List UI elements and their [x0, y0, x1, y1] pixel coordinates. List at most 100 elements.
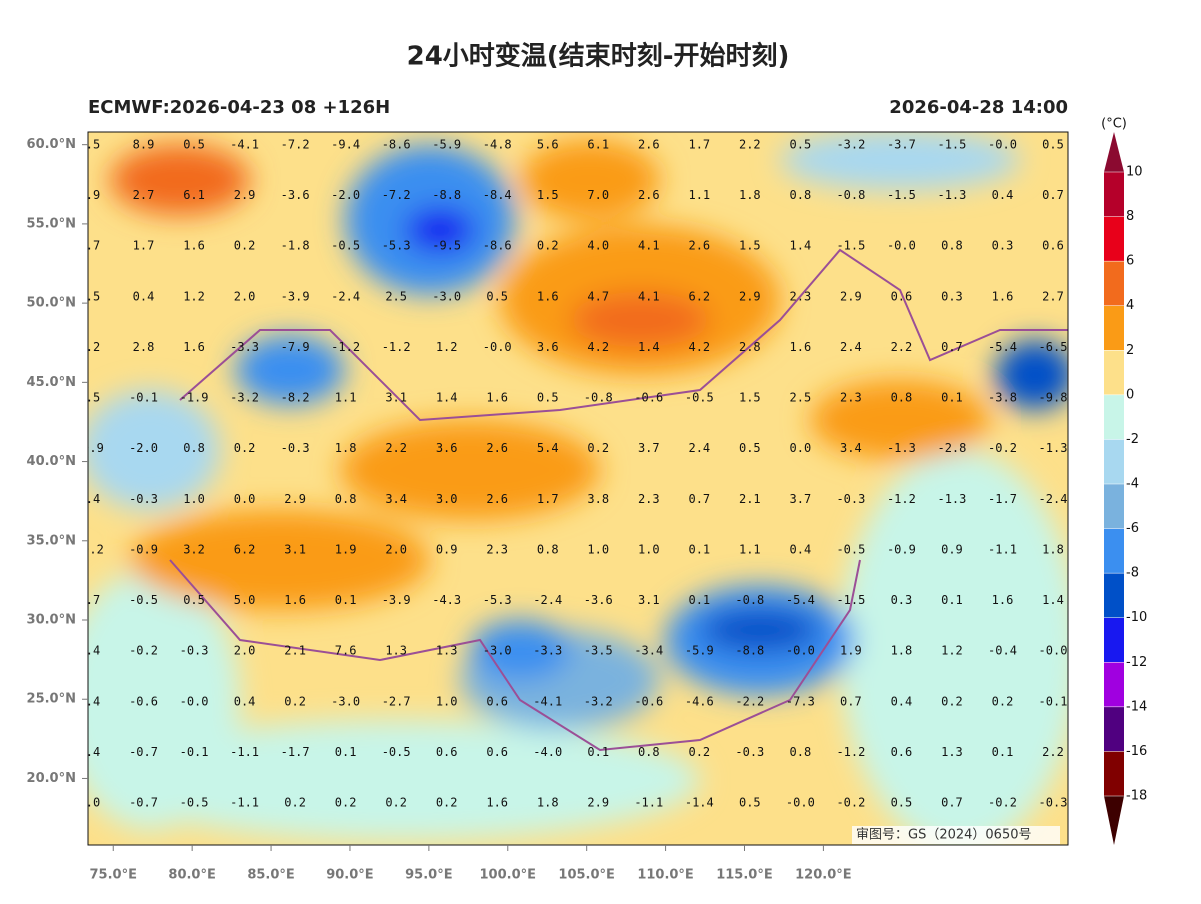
grid-value: 2.9 — [840, 289, 862, 303]
grid-value: -0.5 — [382, 745, 411, 759]
grid-value: 1.0 — [436, 694, 458, 708]
grid-value: 1.9 — [335, 542, 357, 556]
grid-value: 0.8 — [183, 441, 205, 455]
grid-values: .5 8.9 0.5 -4.1 -7.2 -9.4 -8.6 -5.9 -4.8 5.6 6.1 2.… — [86, 138, 1068, 810]
grid-value: 0.2 — [234, 239, 256, 253]
grid-value: 5.0 — [234, 593, 256, 607]
temperature-field — [88, 132, 1068, 845]
grid-value: -0.0 — [786, 796, 815, 810]
valid-time: 2026-04-28 14:00 — [889, 97, 1068, 118]
grid-value: 2.4 — [688, 441, 710, 455]
grid-value: 2.6 — [688, 239, 710, 253]
grid-value: 2.2 — [385, 441, 407, 455]
grid-value: 1.6 — [284, 593, 306, 607]
grid-value: 2.1 — [284, 644, 306, 658]
grid-value: -0.5 — [129, 593, 158, 607]
grid-value: 0.5 — [739, 441, 761, 455]
grid-value: -0.6 — [634, 391, 663, 405]
grid-value: -3.2 — [230, 391, 259, 405]
title: 24小时变温(结束时刻-开始时刻) — [407, 41, 790, 72]
grid-value: 1.1 — [335, 391, 357, 405]
grid-value: 0.1 — [992, 745, 1014, 759]
grid-value: -1.2 — [836, 745, 865, 759]
grid-value: 0.8 — [790, 745, 812, 759]
grid-value: -4.0 — [533, 745, 562, 759]
grid-value: .7 — [86, 239, 100, 253]
grid-value: 1.4 — [436, 391, 458, 405]
grid-value: 0.1 — [688, 542, 710, 556]
grid-value: 4.1 — [638, 239, 660, 253]
grid-value: 0.2 — [992, 694, 1014, 708]
grid-value: 2.8 — [133, 340, 155, 354]
grid-value: -1.2 — [331, 340, 360, 354]
grid-value: -0.5 — [331, 239, 360, 253]
colorbar-segment — [1104, 350, 1124, 395]
grid-value: -1.3 — [937, 188, 966, 202]
grid-value: 0.6 — [1042, 239, 1064, 253]
grid-value: -3.2 — [836, 138, 865, 152]
grid-value: 2.8 — [739, 340, 761, 354]
grid-value: -1.8 — [281, 239, 310, 253]
grid-value: -0.8 — [735, 593, 764, 607]
grid-value: 2.3 — [840, 391, 862, 405]
grid-value: 2.6 — [638, 138, 660, 152]
grid-value: -0.4 — [988, 644, 1017, 658]
grid-value: 1.2 — [941, 644, 963, 658]
y-tick-label: 40.0°N — [27, 454, 76, 469]
colorbar-segment — [1104, 617, 1124, 663]
grid-value: -3.2 — [584, 694, 613, 708]
grid-value: 0.4 — [234, 694, 256, 708]
grid-value: -0.5 — [180, 796, 209, 810]
grid-value: 0.6 — [486, 745, 508, 759]
grid-value: 2.0 — [385, 542, 407, 556]
colorbar-segment — [1104, 573, 1124, 618]
grid-value: 0.4 — [790, 542, 812, 556]
grid-value: -5.9 — [432, 138, 461, 152]
grid-value: .7 — [86, 593, 100, 607]
grid-value: .4 — [86, 745, 100, 759]
grid-value: 0.0 — [790, 441, 812, 455]
grid-value: 2.3 — [486, 542, 508, 556]
grid-value: -5.4 — [786, 593, 815, 607]
grid-value: 0.2 — [587, 441, 609, 455]
grid-value: 2.0 — [234, 644, 256, 658]
y-tick-label: 50.0°N — [27, 296, 76, 311]
grid-value: -0.1 — [1039, 694, 1068, 708]
grid-value: -5.3 — [382, 239, 411, 253]
grid-value: 1.8 — [891, 644, 913, 658]
grid-value: -0.2 — [988, 796, 1017, 810]
grid-value: 2.6 — [486, 492, 508, 506]
grid-value: 3.7 — [638, 441, 660, 455]
grid-value: -1.5 — [836, 593, 865, 607]
grid-value: 1.8 — [739, 188, 761, 202]
grid-value: 2.3 — [790, 289, 812, 303]
x-tick-label: 100.0°E — [480, 868, 537, 883]
colorbar-label: -18 — [1126, 789, 1147, 804]
grid-value: 1.6 — [486, 391, 508, 405]
grid-value: 0.7 — [1042, 188, 1064, 202]
grid-value: -0.0 — [180, 694, 209, 708]
grid-value: -5.3 — [483, 593, 512, 607]
colorbar-label: 2 — [1126, 343, 1134, 358]
colorbar-label: 10 — [1126, 165, 1143, 180]
grid-value: 1.7 — [133, 239, 155, 253]
grid-value: -0.7 — [129, 796, 158, 810]
grid-value: -3.4 — [634, 644, 663, 658]
grid-value: 0.1 — [941, 593, 963, 607]
grid-value: -0.6 — [129, 694, 158, 708]
grid-value: -1.4 — [685, 796, 714, 810]
grid-value: -2.7 — [382, 694, 411, 708]
grid-value: 0.5 — [790, 138, 812, 152]
grid-value: -0.7 — [129, 745, 158, 759]
x-tick-label: 95.0°E — [405, 868, 452, 883]
grid-value: 3.1 — [284, 542, 306, 556]
grid-value: -1.1 — [230, 745, 259, 759]
y-tick-label: 25.0°N — [27, 692, 76, 707]
grid-value: 1.0 — [638, 542, 660, 556]
grid-value: -0.3 — [180, 644, 209, 658]
grid-value: 0.2 — [284, 694, 306, 708]
grid-value: -7.3 — [786, 694, 815, 708]
grid-value: -8.8 — [735, 644, 764, 658]
grid-value: -1.7 — [988, 492, 1017, 506]
grid-value: -6.5 — [1039, 340, 1068, 354]
